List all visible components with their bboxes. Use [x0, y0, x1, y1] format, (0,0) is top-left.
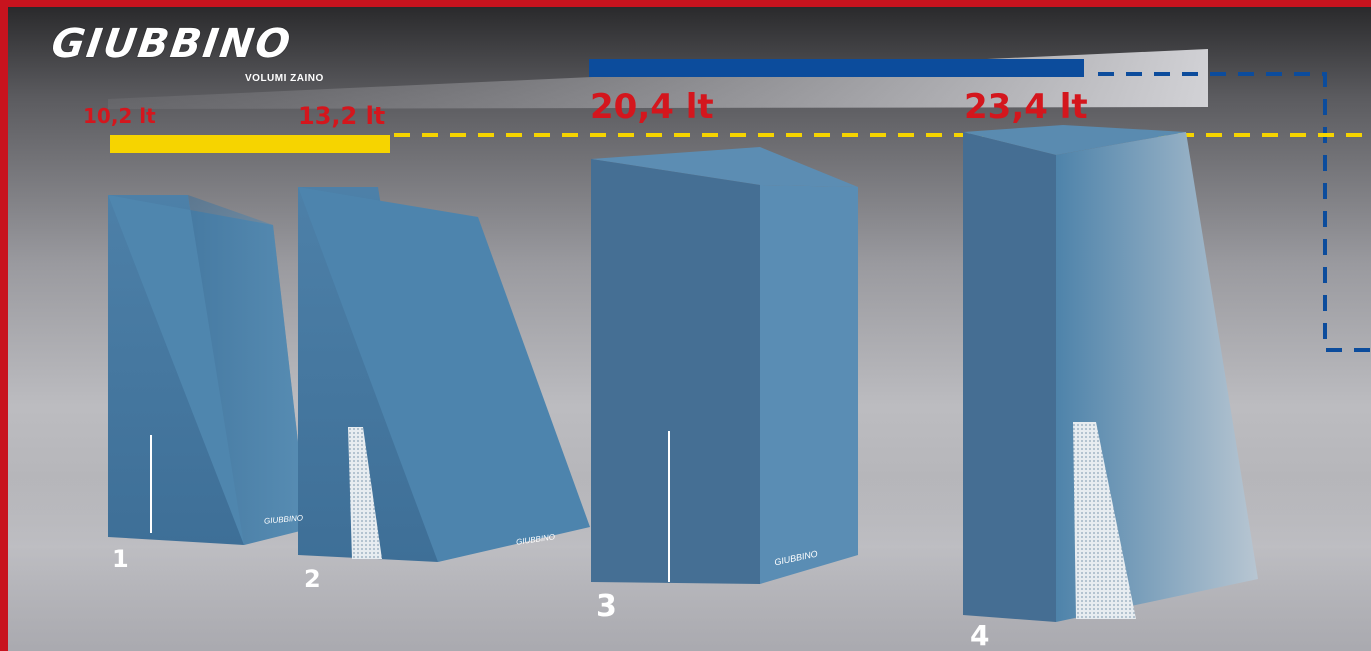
volume-shape-4	[963, 125, 1258, 622]
shape-number-2: 2	[304, 565, 321, 593]
shape-number-4: 4	[970, 619, 990, 651]
brand-subtitle: VOLUMI ZAINO	[245, 73, 324, 84]
volume-scene	[108, 49, 1371, 622]
yellow-volume-bar	[110, 135, 390, 153]
shape-number-3: 3	[596, 589, 617, 624]
blue-volume-bar	[589, 59, 1084, 77]
volume-label-2: 13,2 lt	[298, 102, 386, 130]
brand-logo: GIUBBINO	[48, 21, 295, 67]
volume-label-3: 20,4 lt	[590, 87, 714, 127]
volume-shape-3	[591, 147, 858, 584]
shape-number-1: 1	[112, 545, 129, 573]
blue-dashed-guide	[1098, 72, 1371, 352]
scene-stage: GIUBBINO GIUBBINO GIUBBINO GIUBBINO VOLU…	[8, 7, 1371, 651]
volume-shape-1	[108, 195, 308, 545]
volume-shape-2	[298, 187, 590, 562]
volume-label-4: 23,4 lt	[964, 87, 1088, 127]
volume-label-1: 10,2 lt	[83, 104, 156, 128]
